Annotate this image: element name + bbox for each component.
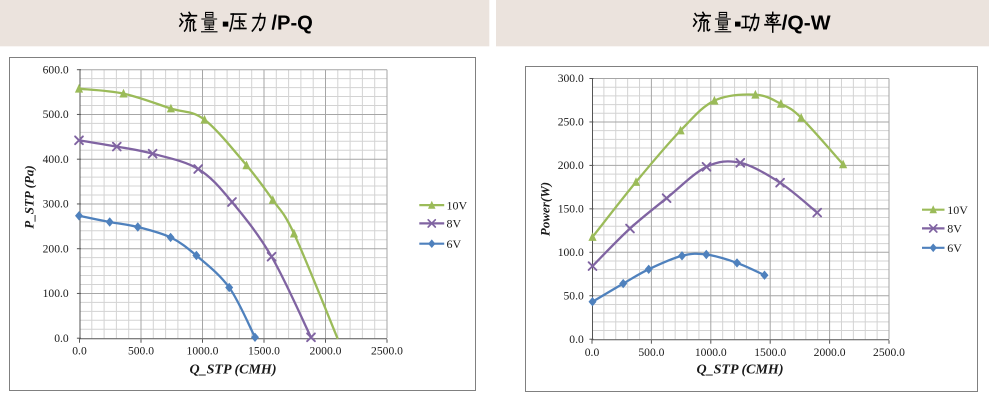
svg-text:10V: 10V	[947, 203, 968, 217]
svg-text:500.0: 500.0	[128, 345, 154, 358]
svg-text:0.0: 0.0	[54, 332, 69, 345]
svg-text:1000.0: 1000.0	[187, 345, 219, 358]
svg-text:10V: 10V	[447, 198, 468, 212]
svg-text:150.0: 150.0	[558, 202, 584, 215]
svg-text:8V: 8V	[947, 222, 962, 236]
svg-text:/P-Q: /P-Q	[271, 13, 313, 35]
svg-text:8V: 8V	[447, 217, 462, 231]
svg-text:2500.0: 2500.0	[873, 346, 905, 359]
svg-text:0.0: 0.0	[585, 346, 600, 359]
svg-text:2500.0: 2500.0	[371, 345, 403, 358]
svg-text:100.0: 100.0	[43, 287, 69, 300]
svg-text:6V: 6V	[947, 241, 962, 255]
svg-text:300.0: 300.0	[558, 72, 584, 85]
svg-text:6V: 6V	[447, 237, 462, 251]
svg-text:300.0: 300.0	[43, 198, 69, 211]
svg-text:Q_STP (CMH): Q_STP (CMH)	[190, 363, 277, 378]
svg-text:0.0: 0.0	[72, 345, 87, 358]
svg-text:200.0: 200.0	[558, 159, 584, 172]
svg-text:50.0: 50.0	[564, 289, 584, 302]
svg-text:500.0: 500.0	[638, 346, 664, 359]
svg-text:2000.0: 2000.0	[310, 345, 342, 358]
svg-text:/Q-W: /Q-W	[782, 13, 831, 35]
svg-text:Power(W): Power(W)	[538, 182, 553, 236]
svg-text:1500.0: 1500.0	[754, 346, 786, 359]
svg-text:Q_STP (CMH): Q_STP (CMH)	[697, 363, 784, 378]
svg-text:250.0: 250.0	[558, 116, 584, 129]
svg-text:1500.0: 1500.0	[248, 345, 280, 358]
svg-text:0.0: 0.0	[569, 333, 584, 346]
svg-text:100.0: 100.0	[558, 246, 584, 259]
svg-text:2000.0: 2000.0	[814, 346, 846, 359]
svg-text:1000.0: 1000.0	[695, 346, 727, 359]
svg-text:P_STP (Pa): P_STP (Pa)	[22, 165, 37, 228]
svg-text:600.0: 600.0	[43, 63, 69, 76]
svg-text:400.0: 400.0	[43, 153, 69, 166]
svg-text:500.0: 500.0	[43, 108, 69, 121]
svg-text:200.0: 200.0	[43, 242, 69, 255]
